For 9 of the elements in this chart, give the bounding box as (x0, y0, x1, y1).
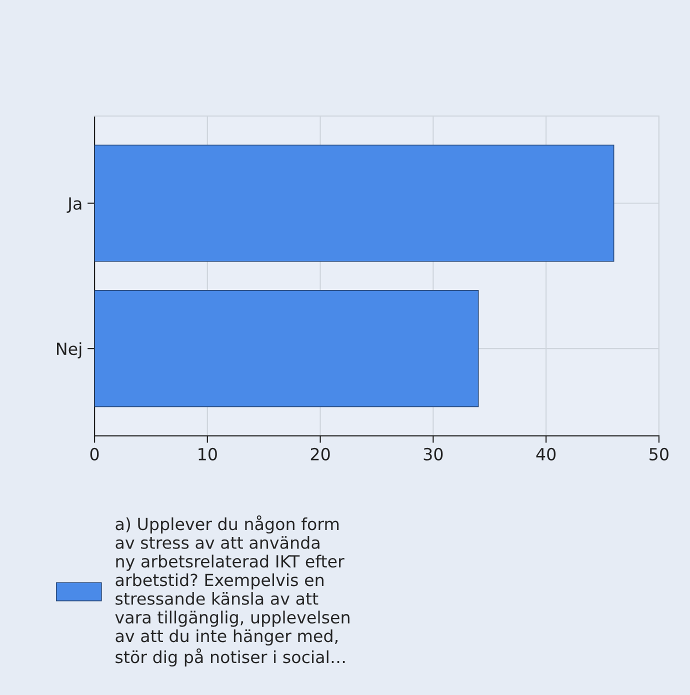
x-tick-label: 50 (650, 448, 668, 460)
y-tick-label: Ja (66, 197, 82, 213)
legend-label: a) Upplever du någon form av stress av att använda ny arbetsrelaterad IKT efter arbetstid? Exempelvis en stressande känsla av att vara tillgänglig, upplevelsen av att du inte hänger med, stör dig på notiser i social… (115, 515, 350, 667)
x-tick-label: 20 (310, 448, 330, 460)
x-tick-label: 30 (424, 448, 443, 460)
y-tick-label: Nej (57, 342, 82, 358)
x-tick-label: 0 (90, 448, 99, 460)
x-tick-label: 40 (536, 448, 556, 460)
x-tick-label: 10 (198, 448, 217, 460)
